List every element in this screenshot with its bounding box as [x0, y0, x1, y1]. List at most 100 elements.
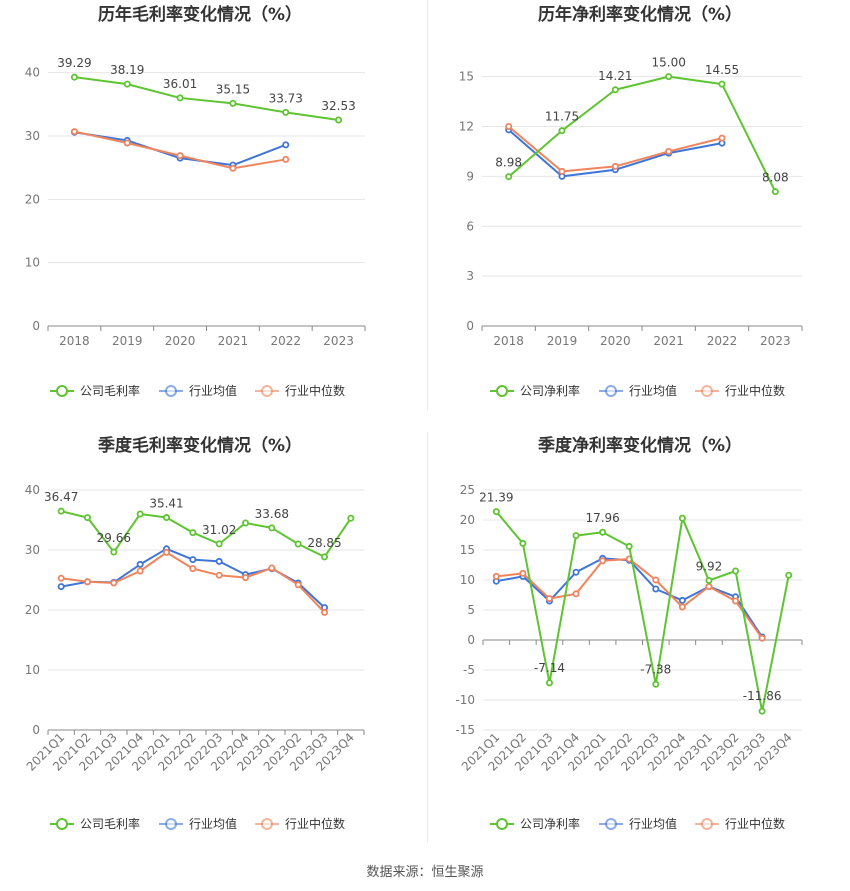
- x-tick-label: 2021: [218, 334, 249, 348]
- legend-item-median: 行业中位数: [255, 816, 345, 831]
- series-line-company: [74, 76, 339, 121]
- legend-label: 公司毛利率: [80, 816, 140, 831]
- data-point-median: [57, 574, 65, 582]
- y-tick-label: -15: [455, 723, 475, 737]
- legend-item-company: 公司毛利率: [50, 816, 140, 831]
- legend-swatch-marker: [496, 385, 508, 397]
- panel-divider-bottom: [427, 432, 428, 842]
- data-point-median: [652, 576, 660, 584]
- y-tick-label: 0: [32, 319, 40, 333]
- data-point-company: [558, 127, 566, 135]
- data-point-company: [268, 524, 276, 532]
- y-tick-label: 0: [32, 723, 40, 737]
- data-source-note: 数据来源：恒生聚源: [366, 865, 484, 880]
- y-tick-label: 12: [459, 120, 474, 134]
- data-point-median: [162, 548, 170, 556]
- series-line-company: [508, 75, 777, 193]
- legend-item-avg: 行业均值: [159, 816, 237, 831]
- chart-quarterly-gross-margin: 季度毛利率变化情况（%） 0 10 20 30 40 2021Q1 2021Q2 2021Q3 2…: [0, 430, 425, 850]
- x-tick-label: 2022: [707, 334, 738, 348]
- chart-quarterly-net-margin-svg: 季度净利率变化情况（%）-15-10-505101520252021Q12021…: [455, 435, 803, 831]
- legend-label: 公司净利率: [520, 383, 580, 398]
- y-tick-label: 30: [25, 129, 40, 143]
- data-point-median: [229, 164, 237, 172]
- data-point-median: [505, 123, 513, 131]
- data-label: -7.14: [534, 661, 565, 675]
- data-label: 8.08: [762, 171, 789, 185]
- y-tick-label: 0: [467, 633, 475, 647]
- data-point-median: [545, 595, 553, 603]
- data-point-company: [294, 540, 302, 548]
- y-tick-label: 20: [25, 192, 40, 206]
- x-tick-label: 2021: [653, 334, 684, 348]
- y-tick-label: 5: [467, 603, 475, 617]
- legend-swatch-marker: [56, 818, 68, 830]
- y-tick-label: 30: [25, 543, 40, 557]
- data-label: 39.29: [57, 56, 91, 70]
- legend-swatch-marker: [496, 818, 508, 830]
- data-point-company: [492, 508, 500, 516]
- data-point-company: [652, 680, 660, 688]
- data-point-company: [84, 514, 92, 522]
- data-point-median: [572, 590, 580, 598]
- data-point-company: [665, 73, 673, 81]
- data-point-median: [70, 128, 78, 136]
- data-point-avg: [215, 557, 223, 565]
- legend-item-company: 公司毛利率: [50, 383, 140, 398]
- x-tick-label: 2020: [600, 334, 631, 348]
- data-label: 14.55: [705, 63, 739, 77]
- chart-title: 历年毛利率变化情况（%）: [98, 4, 302, 25]
- data-point-median: [268, 564, 276, 572]
- legend-swatch-marker: [701, 385, 713, 397]
- legend-item-avg: 行业均值: [159, 383, 237, 398]
- data-point-median: [189, 565, 197, 573]
- data-label: 33.68: [255, 507, 289, 521]
- data-point-company: [572, 532, 580, 540]
- data-label: 15.00: [651, 56, 685, 70]
- legend-item-median: 行业中位数: [255, 383, 345, 398]
- data-point-company: [625, 542, 633, 550]
- x-tick-label: 2023: [323, 334, 354, 348]
- x-tick-label: 2023: [760, 334, 791, 348]
- legend-swatch-marker: [165, 818, 177, 830]
- data-label: 31.02: [202, 523, 236, 537]
- y-tick-label: -5: [463, 663, 475, 677]
- data-point-company: [136, 510, 144, 518]
- data-point-company: [545, 679, 553, 687]
- data-point-median: [611, 162, 619, 170]
- legend-item-median: 行业中位数: [695, 816, 785, 831]
- legend-label: 行业均值: [629, 383, 677, 398]
- legend-label: 行业中位数: [285, 816, 345, 831]
- data-point-company: [320, 553, 328, 561]
- data-point-median: [705, 583, 713, 591]
- legend-label: 公司毛利率: [80, 383, 140, 398]
- x-tick-label: 2018: [493, 334, 524, 348]
- data-point-company: [110, 548, 118, 556]
- data-point-avg: [678, 596, 686, 604]
- data-label: 32.53: [321, 99, 355, 113]
- y-tick-label: 3: [466, 269, 474, 283]
- data-point-median: [123, 139, 131, 147]
- data-point-company: [705, 576, 713, 584]
- legend-swatch-marker: [605, 385, 617, 397]
- chart-annual-gross-margin: 历年毛利率变化情况（%） 0 10 20 30 40 2018 2019 2020 2021 202…: [0, 0, 425, 410]
- legend-label: 行业中位数: [725, 383, 785, 398]
- legend-item-avg: 行业均值: [599, 383, 677, 398]
- data-point-company: [70, 73, 78, 81]
- data-point-company: [176, 94, 184, 102]
- data-point-median: [241, 574, 249, 582]
- y-tick-label: 9: [466, 169, 474, 183]
- data-label: 36.01: [163, 77, 197, 91]
- series-line-company: [60, 510, 352, 558]
- data-point-avg: [282, 141, 290, 149]
- data-label: 29.66: [97, 531, 131, 545]
- data-point-median: [320, 608, 328, 616]
- x-tick-label: 2018: [59, 334, 90, 348]
- series-line-company: [495, 511, 790, 713]
- y-tick-label: 10: [460, 573, 475, 587]
- data-point-avg: [136, 560, 144, 568]
- legend-item-company: 公司净利率: [490, 816, 580, 831]
- data-point-median: [492, 572, 500, 580]
- data-point-company: [347, 514, 355, 522]
- data-point-company: [732, 567, 740, 575]
